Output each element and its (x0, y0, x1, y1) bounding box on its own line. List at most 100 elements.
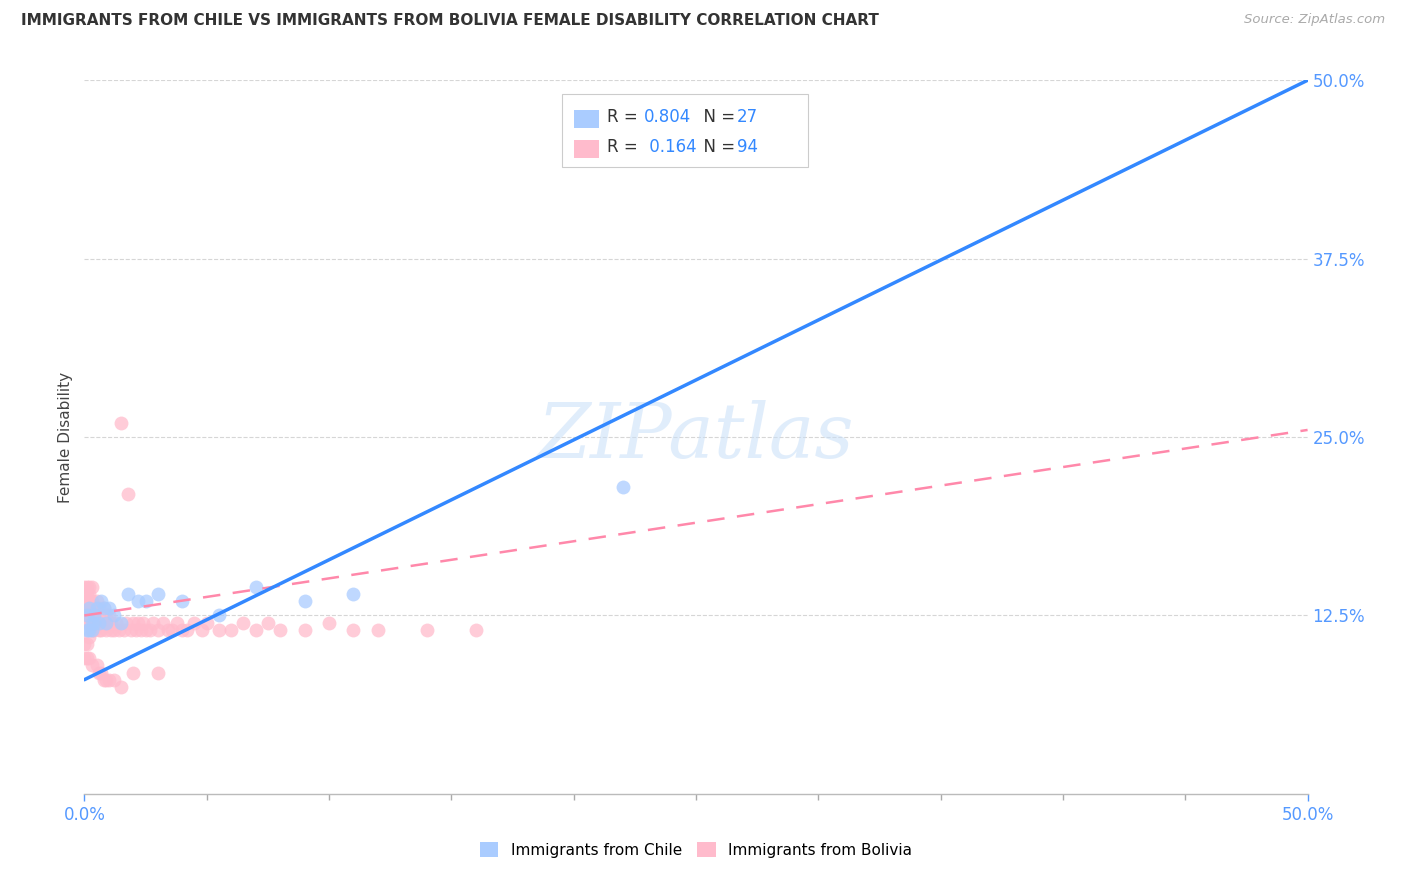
Point (294, 594, 316, 608)
Text: IMMIGRANTS FROM CHILE VS IMMIGRANTS FROM BOLIVIA FEMALE DISABILITY CORRELATION C: IMMIGRANTS FROM CHILE VS IMMIGRANTS FROM… (21, 13, 879, 29)
Point (87, 623, 110, 637)
Point (76, 651, 98, 665)
Point (166, 615, 188, 630)
Text: R =: R = (607, 138, 644, 156)
Point (183, 615, 205, 630)
Point (162, 623, 184, 637)
Text: Source: ZipAtlas.com: Source: ZipAtlas.com (1244, 13, 1385, 27)
Point (195, 615, 218, 630)
Point (367, 623, 389, 637)
Point (232, 615, 254, 630)
Point (127, 615, 149, 630)
Point (117, 487, 139, 501)
Point (96, 673, 118, 687)
Point (96, 615, 118, 630)
Point (73, 601, 96, 615)
Point (129, 623, 152, 637)
Point (208, 608, 231, 623)
Legend: Immigrants from Chile, Immigrants from Bolivia: Immigrants from Chile, Immigrants from B… (481, 842, 911, 857)
Point (80, 658, 103, 673)
Point (139, 623, 162, 637)
Point (191, 623, 214, 637)
Point (76, 608, 98, 623)
Text: N =: N = (693, 138, 741, 156)
Point (110, 615, 132, 630)
Point (342, 623, 364, 637)
Point (152, 615, 174, 630)
Point (83, 601, 105, 615)
Point (93, 601, 115, 615)
Point (93, 673, 115, 687)
Point (342, 587, 364, 601)
Point (146, 665, 169, 680)
Point (115, 615, 138, 630)
Point (90, 665, 112, 680)
Point (80, 623, 103, 637)
Text: N =: N = (693, 108, 741, 126)
Point (76, 580, 98, 594)
Point (76, 615, 98, 630)
Point (96, 608, 118, 623)
Point (87, 615, 110, 630)
Point (86, 658, 108, 673)
Point (73, 580, 96, 594)
Point (146, 587, 169, 601)
Point (76, 623, 98, 637)
Text: 94: 94 (737, 138, 758, 156)
Point (97, 601, 120, 615)
Point (80, 601, 103, 615)
Point (86, 601, 108, 615)
Point (96, 623, 118, 637)
Point (93, 615, 115, 630)
Point (135, 594, 157, 608)
Point (103, 673, 125, 687)
Point (77, 594, 100, 608)
Point (100, 623, 122, 637)
Point (110, 416, 132, 430)
Point (90, 594, 112, 608)
Point (83, 615, 105, 630)
Point (219, 623, 242, 637)
Text: 0.804: 0.804 (644, 108, 692, 126)
Point (464, 623, 486, 637)
Point (73, 637, 96, 651)
Text: 0.164: 0.164 (644, 138, 696, 156)
Point (77, 651, 100, 665)
Point (80, 623, 103, 637)
Point (269, 623, 291, 637)
Point (80, 608, 103, 623)
Point (73, 594, 96, 608)
Point (97, 673, 120, 687)
Point (318, 615, 340, 630)
Point (93, 601, 115, 615)
Point (77, 630, 100, 644)
Point (112, 623, 135, 637)
Point (90, 623, 112, 637)
Text: ZIPatlas: ZIPatlas (537, 401, 855, 474)
Point (127, 594, 149, 608)
Point (87, 615, 110, 630)
Point (77, 587, 100, 601)
Point (77, 601, 100, 615)
Point (77, 615, 100, 630)
Point (117, 587, 139, 601)
Point (77, 580, 100, 594)
Point (208, 623, 231, 637)
Point (294, 623, 316, 637)
Point (83, 623, 105, 637)
Point (87, 601, 110, 615)
Point (135, 623, 157, 637)
Point (76, 594, 98, 608)
Point (120, 623, 142, 637)
Point (105, 615, 128, 630)
Point (125, 623, 148, 637)
Point (142, 615, 165, 630)
Point (245, 580, 267, 594)
Point (257, 615, 280, 630)
Point (73, 651, 96, 665)
Point (76, 637, 98, 651)
Point (83, 608, 105, 623)
Point (156, 623, 179, 637)
Point (97, 608, 120, 623)
Point (76, 608, 98, 623)
